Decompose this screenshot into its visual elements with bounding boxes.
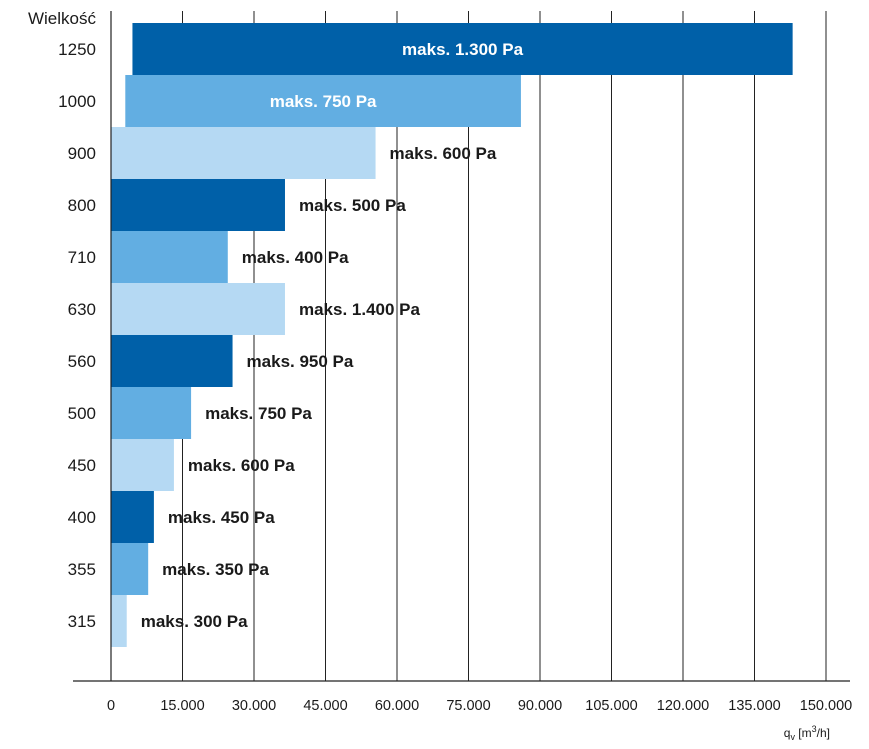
x-tick-label: 120.000	[657, 698, 709, 714]
category-label-1250: 1250	[58, 40, 96, 59]
x-axis-title: qv [m3/h]	[784, 724, 830, 742]
x-tick-label: 15.000	[160, 698, 204, 714]
x-tick-label: 30.000	[232, 698, 276, 714]
category-label-1000: 1000	[58, 92, 96, 111]
bar-1000	[125, 75, 521, 127]
bar-label-1000: maks. 750 Pa	[270, 92, 377, 111]
category-label-560: 560	[68, 352, 96, 371]
bar-label-450: maks. 600 Pa	[188, 456, 295, 475]
category-label-630: 630	[68, 300, 96, 319]
bar-label-315: maks. 300 Pa	[141, 612, 248, 631]
bar-315	[111, 595, 127, 647]
bar-355	[111, 543, 149, 595]
bar-1250	[132, 23, 793, 75]
bar-560	[111, 335, 233, 387]
bar-label-560: maks. 950 Pa	[247, 352, 354, 371]
bar-label-710: maks. 400 Pa	[242, 248, 349, 267]
bar-label-800: maks. 500 Pa	[299, 196, 406, 215]
x-tick-label: 105.000	[585, 698, 637, 714]
category-label-450: 450	[68, 456, 96, 475]
bar-710	[111, 231, 228, 283]
category-label-800: 800	[68, 196, 96, 215]
x-tick-label: 75.000	[446, 698, 490, 714]
category-label-900: 900	[68, 144, 96, 163]
bar-label-900: maks. 600 Pa	[390, 144, 497, 163]
bar-630	[111, 283, 285, 335]
category-label-400: 400	[68, 508, 96, 527]
x-tick-label: 135.000	[728, 698, 780, 714]
bar-label-500: maks. 750 Pa	[205, 404, 312, 423]
x-tick-label: 150.000	[800, 698, 852, 714]
x-tick-label: 45.000	[303, 698, 347, 714]
bar-label-355: maks. 350 Pa	[162, 560, 269, 579]
category-label-500: 500	[68, 404, 96, 423]
y-axis-title: Wielkość	[28, 9, 97, 28]
bar-500	[111, 387, 192, 439]
bar-label-1250: maks. 1.300 Pa	[402, 40, 524, 59]
bar-400	[111, 491, 154, 543]
category-label-315: 315	[68, 612, 96, 631]
bar-900	[111, 127, 376, 179]
bar-label-630: maks. 1.400 Pa	[299, 300, 421, 319]
bar-450	[111, 439, 174, 491]
bar-label-400: maks. 450 Pa	[168, 508, 275, 527]
category-label-710: 710	[68, 248, 96, 267]
bar-800	[111, 179, 285, 231]
x-tick-label: 0	[107, 698, 115, 714]
x-tick-label: 90.000	[518, 698, 562, 714]
category-label-355: 355	[68, 560, 96, 579]
x-tick-label: 60.000	[375, 698, 419, 714]
